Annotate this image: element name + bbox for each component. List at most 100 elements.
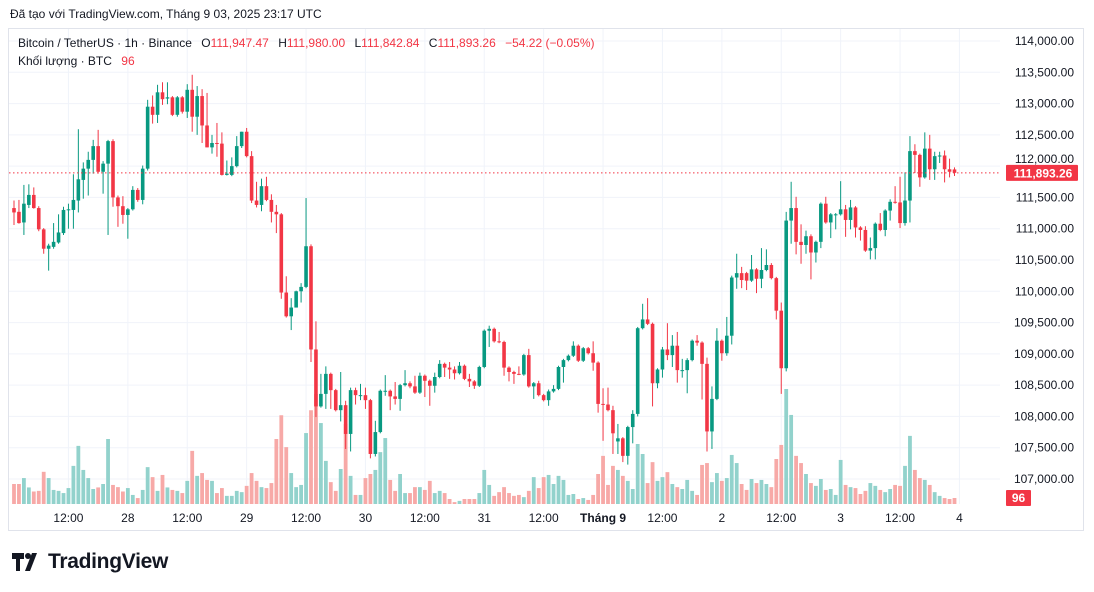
- time-tick-label: 30: [359, 511, 373, 525]
- volume-bar: [784, 389, 789, 504]
- candle-body: [111, 141, 115, 198]
- volume-bar: [799, 463, 803, 504]
- candle-body: [269, 199, 274, 212]
- candle-body: [398, 385, 402, 399]
- candle-body: [531, 383, 536, 387]
- candle-body: [22, 203, 26, 223]
- volume-bar: [244, 485, 249, 504]
- candle-body: [927, 148, 932, 170]
- candle-body: [809, 236, 813, 253]
- candle-body: [428, 380, 432, 386]
- volume-bar: [185, 480, 190, 504]
- legend-low-value: 111,842.84: [361, 36, 420, 50]
- volume-bar: [249, 473, 254, 504]
- volume-bar: [620, 475, 625, 504]
- candle-body: [903, 200, 907, 224]
- candle-body: [66, 209, 71, 211]
- volume-bar: [655, 480, 660, 504]
- candle-body: [413, 386, 417, 393]
- tradingview-logo[interactable]: TradingView: [12, 550, 168, 574]
- volume-bar: [437, 490, 442, 504]
- legend-volume-label[interactable]: Khối lượng · BTC: [18, 54, 112, 68]
- candle-body: [868, 248, 873, 251]
- legend-close-label: C: [428, 36, 438, 50]
- volume-bar: [165, 487, 170, 504]
- candle-body: [378, 390, 383, 433]
- volume-bar: [195, 475, 200, 504]
- volume-bar: [927, 484, 932, 504]
- legend-symbol[interactable]: Bitcoin / TetherUS · 1h · Binance: [18, 36, 192, 50]
- candle-body: [472, 381, 477, 386]
- volume-bar: [81, 469, 86, 504]
- volume-bar: [759, 479, 764, 504]
- volume-bar: [234, 490, 239, 504]
- candle-body: [635, 328, 640, 414]
- volume-bar: [566, 494, 571, 504]
- candle-body: [452, 369, 457, 374]
- volume-bar: [215, 493, 219, 504]
- candle-body: [165, 97, 170, 99]
- candle-body: [700, 342, 704, 364]
- volume-bar: [269, 483, 274, 504]
- candle-body: [462, 365, 467, 379]
- price-tick-label: 109,500.00: [1014, 316, 1074, 330]
- candle-body: [294, 291, 298, 308]
- volume-bar: [66, 488, 71, 504]
- volume-bar: [616, 469, 620, 504]
- volume-bar: [160, 474, 165, 504]
- volume-bar: [660, 477, 665, 504]
- candle-body: [284, 292, 289, 317]
- volume-bar: [640, 454, 645, 504]
- candle-body: [744, 273, 749, 281]
- volume-bar: [383, 438, 388, 504]
- candle-body: [551, 388, 556, 392]
- price-tick-label: 112,000.00: [1015, 152, 1074, 166]
- legend-volume-value: 96: [121, 54, 135, 68]
- volume-bar: [442, 493, 447, 504]
- volume-bar: [51, 489, 56, 504]
- volume-bar: [314, 394, 318, 504]
- volume-bar: [155, 490, 160, 504]
- candle-body: [215, 142, 219, 144]
- candle-body: [784, 220, 788, 369]
- candle-body: [447, 367, 452, 370]
- volume-bar: [705, 463, 709, 504]
- candle-body: [220, 143, 224, 175]
- volume-bar: [521, 497, 526, 504]
- price-tick-label: 109,000.00: [1014, 347, 1074, 361]
- volume-bar: [487, 484, 492, 504]
- volume-bar: [630, 489, 635, 504]
- created-with-credit: Đã tạo với TradingView.com, Tháng 9 03, …: [10, 7, 322, 21]
- volume-bar: [635, 444, 640, 504]
- volume-bar: [601, 455, 605, 504]
- candle-body: [210, 142, 214, 148]
- candle-body: [423, 375, 427, 381]
- candle-body: [640, 319, 645, 329]
- candle-body: [571, 345, 576, 356]
- volume-bar: [695, 494, 699, 504]
- candle-body: [353, 390, 358, 396]
- candle-body: [576, 345, 581, 361]
- candle-body: [507, 367, 511, 372]
- volume-bar: [61, 493, 66, 504]
- volume-bar: [863, 490, 868, 504]
- volume-bar: [556, 475, 561, 504]
- volume-bar: [289, 473, 294, 504]
- volume-bar: [388, 479, 393, 504]
- candle-body: [190, 89, 194, 117]
- candle-body: [626, 427, 630, 456]
- candle-body: [437, 363, 442, 378]
- candle-body: [606, 404, 610, 411]
- legend-volume-row: Khối lượng · BTC 96: [18, 52, 595, 70]
- candle-body: [358, 395, 363, 397]
- volume-bar: [284, 447, 289, 504]
- candle-body: [91, 146, 95, 160]
- candle-body: [838, 209, 843, 215]
- volume-bar: [749, 479, 754, 504]
- volume-bar: [482, 469, 487, 504]
- volume-bar: [650, 462, 655, 504]
- volume-bar: [363, 478, 368, 504]
- candle-body: [536, 383, 541, 396]
- last-price-label: 111,893.26: [1014, 166, 1073, 180]
